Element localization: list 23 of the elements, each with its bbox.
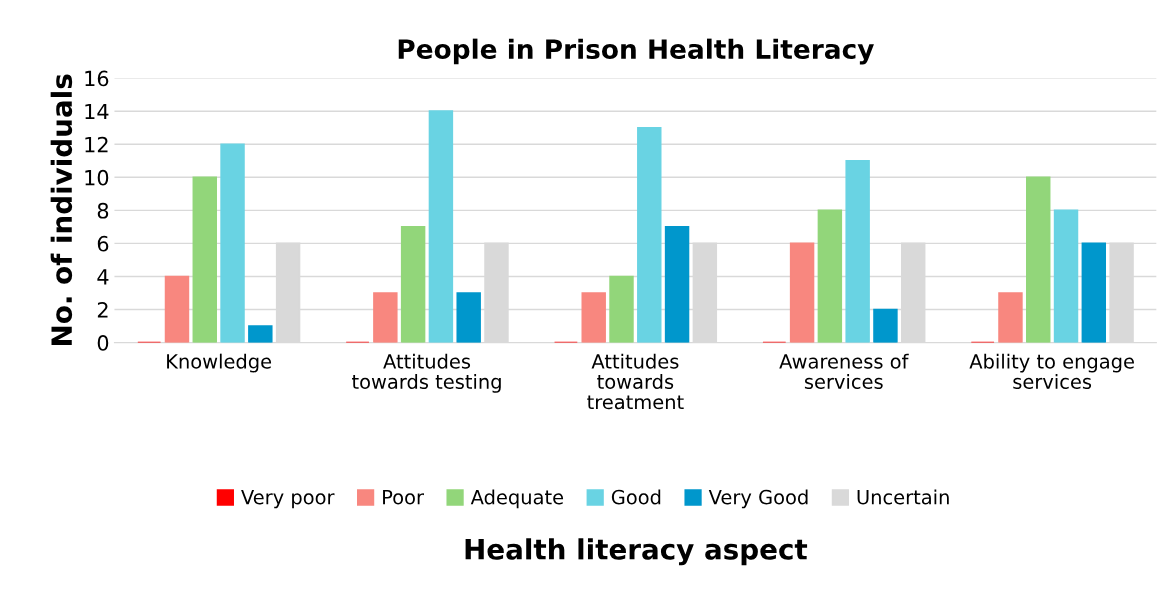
y-tick-label: 8 bbox=[97, 202, 109, 219]
y-tick-label: 12 bbox=[85, 136, 108, 153]
legend-label: Very poor bbox=[241, 490, 335, 509]
x-axis-title: Health literacy aspect bbox=[465, 538, 808, 566]
y-tick-label: 0 bbox=[97, 335, 109, 351]
y-tick-label: 4 bbox=[97, 269, 109, 285]
legend-label: Adequate bbox=[470, 489, 564, 509]
x-tick-label: Attitudes towards treatment bbox=[587, 353, 684, 410]
x-tick-label: Knowledge bbox=[167, 353, 272, 373]
legend-label: Poor bbox=[383, 490, 424, 505]
x-tick-label: Ability to engage services bbox=[969, 353, 1134, 390]
x-tick-label: Awareness of services bbox=[779, 353, 909, 390]
x-tick-label: Attitudes towards testing bbox=[352, 353, 501, 393]
y-tick-label: 6 bbox=[97, 235, 109, 252]
y-tick-label: 14 bbox=[85, 103, 109, 120]
legend-label: Uncertain bbox=[857, 489, 949, 505]
y-tick-label: 16 bbox=[85, 70, 109, 87]
y-axis-title: No. of individuals bbox=[50, 74, 73, 345]
legend-label: Good bbox=[611, 489, 661, 505]
y-tick-label: 2 bbox=[97, 301, 108, 318]
legend-label: Very Good bbox=[708, 489, 808, 509]
y-tick-label: 10 bbox=[85, 169, 109, 186]
chart-title: People in Prison Health Literacy bbox=[398, 38, 874, 65]
